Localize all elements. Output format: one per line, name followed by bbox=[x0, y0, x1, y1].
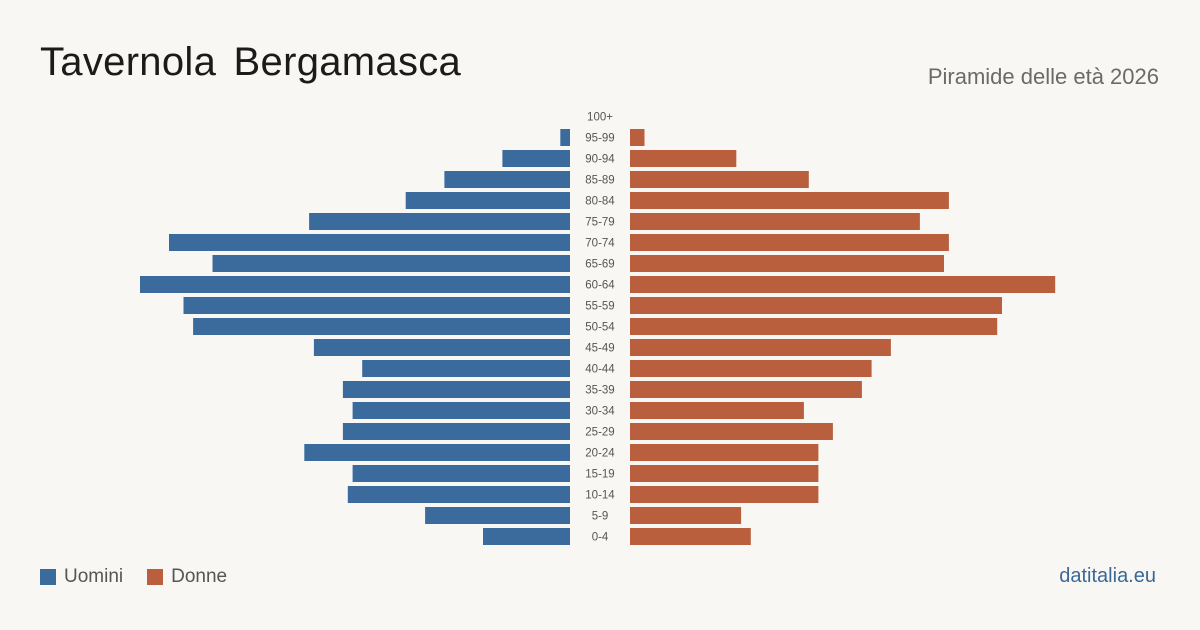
age-label-0-4: 0-4 bbox=[592, 532, 609, 544]
bar-men-5-9 bbox=[425, 507, 570, 524]
age-label-80-84: 80-84 bbox=[585, 196, 615, 208]
age-label-45-49: 45-49 bbox=[585, 343, 614, 355]
age-label-5-9: 5-9 bbox=[592, 511, 609, 523]
age-label-50-54: 50-54 bbox=[585, 322, 615, 334]
age-label-30-34: 30-34 bbox=[585, 406, 615, 418]
legend-label-men: Uomini bbox=[64, 566, 124, 587]
bar-women-70-74 bbox=[630, 234, 949, 251]
bar-men-55-59 bbox=[183, 297, 570, 314]
bar-men-15-19 bbox=[352, 465, 570, 482]
bar-men-30-34 bbox=[352, 402, 570, 419]
bar-women-15-19 bbox=[630, 465, 819, 482]
legend-item-women: Donne bbox=[147, 566, 227, 588]
bar-men-85-89 bbox=[444, 171, 570, 188]
bar-men-50-54 bbox=[193, 318, 570, 335]
bar-women-55-59 bbox=[630, 297, 1002, 314]
bar-women-45-49 bbox=[630, 339, 891, 356]
age-label-70-74: 70-74 bbox=[585, 238, 615, 250]
source-link[interactable]: datitalia.eu bbox=[1059, 565, 1156, 587]
legend-item-men: Uomini bbox=[40, 566, 123, 588]
age-label-75-79: 75-79 bbox=[585, 217, 614, 229]
bar-women-40-44 bbox=[630, 360, 872, 377]
age-label-85-89: 85-89 bbox=[585, 175, 614, 187]
bar-men-10-14 bbox=[347, 486, 570, 503]
bar-women-10-14 bbox=[630, 486, 819, 503]
age-label-95-99: 95-99 bbox=[585, 133, 614, 145]
age-label-55-59: 55-59 bbox=[585, 301, 614, 313]
age-label-65-69: 65-69 bbox=[585, 259, 614, 271]
bar-women-75-79 bbox=[630, 213, 920, 230]
age-label-35-39: 35-39 bbox=[585, 385, 614, 397]
legend: Uomini Donne bbox=[40, 566, 251, 588]
age-label-15-19: 15-19 bbox=[585, 469, 614, 481]
legend-swatch-women bbox=[147, 569, 164, 585]
bar-women-5-9 bbox=[630, 507, 742, 524]
bar-men-25-29 bbox=[342, 423, 570, 440]
age-label-60-64: 60-64 bbox=[585, 280, 615, 292]
bar-women-60-64 bbox=[630, 276, 1056, 293]
age-label-40-44: 40-44 bbox=[585, 364, 615, 376]
bar-men-70-74 bbox=[169, 234, 570, 251]
bar-men-20-24 bbox=[304, 444, 570, 461]
bar-women-65-69 bbox=[630, 255, 944, 272]
bar-men-75-79 bbox=[309, 213, 570, 230]
bar-men-35-39 bbox=[342, 381, 570, 398]
bar-women-20-24 bbox=[630, 444, 819, 461]
bar-women-35-39 bbox=[630, 381, 862, 398]
age-label-100+: 100+ bbox=[587, 112, 613, 124]
age-label-10-14: 10-14 bbox=[585, 490, 615, 502]
bar-women-85-89 bbox=[630, 171, 809, 188]
age-label-25-29: 25-29 bbox=[585, 427, 614, 439]
chart-title: Tavernola Bergamasca bbox=[40, 40, 462, 84]
age-label-90-94: 90-94 bbox=[585, 154, 615, 166]
bar-women-25-29 bbox=[630, 423, 833, 440]
bar-men-90-94 bbox=[502, 150, 570, 167]
bar-women-30-34 bbox=[630, 402, 804, 419]
legend-label-women: Donne bbox=[171, 566, 228, 587]
age-label-20-24: 20-24 bbox=[585, 448, 615, 460]
bar-women-90-94 bbox=[630, 150, 737, 167]
bar-women-0-4 bbox=[630, 528, 751, 545]
bar-men-40-44 bbox=[362, 360, 570, 377]
legend-swatch-men bbox=[40, 569, 56, 585]
bar-men-0-4 bbox=[483, 528, 570, 545]
bar-women-80-84 bbox=[630, 192, 949, 209]
bar-men-65-69 bbox=[212, 255, 570, 272]
bar-women-50-54 bbox=[630, 318, 998, 335]
bar-women-95-99 bbox=[630, 129, 645, 146]
chart-subtitle: Piramide delle età 2026 bbox=[927, 64, 1159, 89]
bar-men-95-99 bbox=[560, 129, 570, 146]
bar-men-80-84 bbox=[405, 192, 570, 209]
bar-men-45-49 bbox=[313, 339, 570, 356]
bar-men-60-64 bbox=[140, 276, 570, 293]
